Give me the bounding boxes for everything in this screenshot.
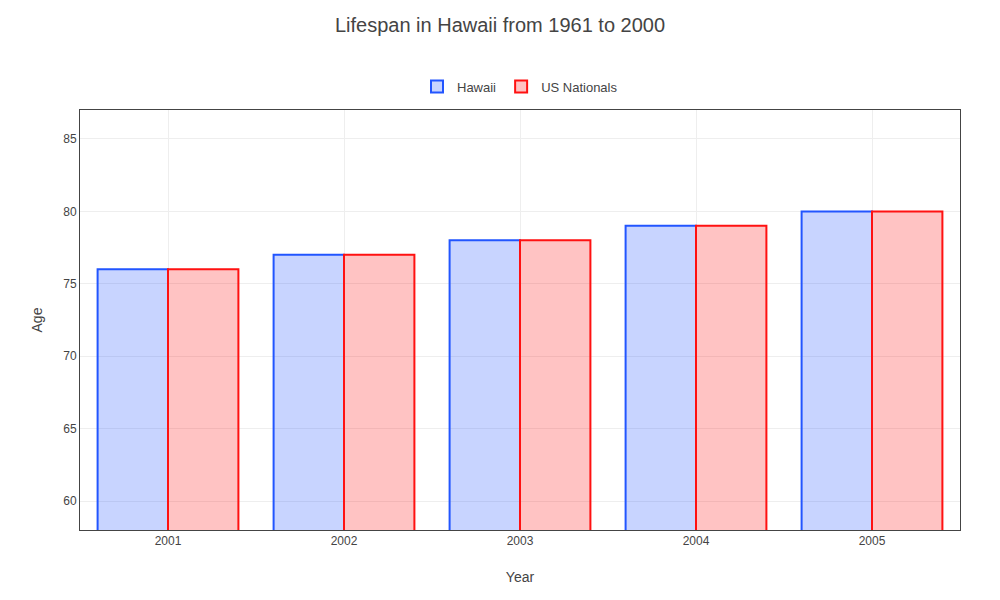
svg-text:80: 80 — [63, 205, 77, 219]
svg-text:2004: 2004 — [683, 534, 710, 548]
svg-text:65: 65 — [63, 422, 77, 436]
svg-text:2005: 2005 — [859, 534, 886, 548]
svg-text:75: 75 — [63, 277, 77, 291]
svg-text:60: 60 — [63, 494, 77, 508]
svg-text:85: 85 — [63, 132, 77, 146]
svg-text:Age: Age — [29, 307, 45, 332]
svg-text:2003: 2003 — [507, 534, 534, 548]
svg-text:Year: Year — [506, 569, 535, 585]
svg-text:Hawaii: Hawaii — [457, 80, 496, 95]
svg-text:70: 70 — [63, 349, 77, 363]
svg-text:Lifespan in Hawaii from 1961 t: Lifespan in Hawaii from 1961 to 2000 — [335, 14, 665, 36]
svg-text:2001: 2001 — [155, 534, 182, 548]
svg-text:US Nationals: US Nationals — [541, 80, 617, 95]
svg-text:2002: 2002 — [331, 534, 358, 548]
